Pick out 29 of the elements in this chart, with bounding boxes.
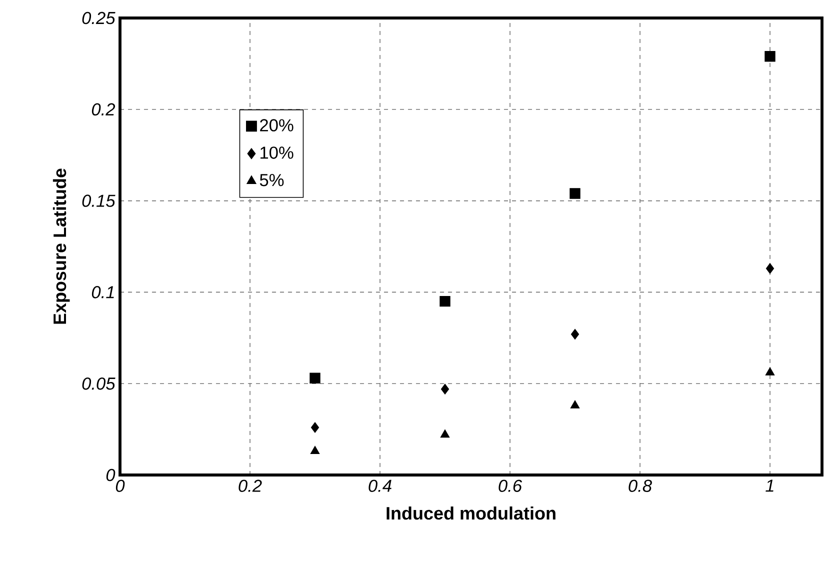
point — [570, 400, 580, 408]
y-tick-label: 0.2 — [92, 103, 116, 116]
x-tick-label: 1 — [766, 480, 774, 492]
point — [765, 367, 775, 376]
point — [766, 263, 774, 274]
x-axis-title: Induced modulation — [386, 506, 556, 520]
point — [570, 328, 580, 340]
point — [440, 429, 450, 438]
y-tick-label: 0.25 — [82, 12, 116, 24]
legend-label: 5% — [260, 174, 284, 186]
x-tick-label: 0.4 — [368, 480, 392, 492]
legend-label: 10% — [260, 146, 294, 159]
y-tick-label: 0.1 — [92, 286, 114, 298]
point — [570, 188, 580, 199]
point — [440, 296, 450, 307]
x-tick-label: 0 — [116, 480, 125, 492]
x-tick-label: 0.8 — [628, 480, 652, 492]
x-tick-label: 0.2 — [238, 480, 262, 492]
point — [310, 446, 320, 454]
legend-label: 20% — [260, 119, 294, 132]
point — [440, 384, 450, 394]
point — [310, 422, 320, 433]
x-tick-label: 0.6 — [498, 480, 522, 492]
y-tick-label: 0.05 — [82, 377, 116, 390]
point — [310, 372, 320, 384]
y-axis-title: Exposure Latitude — [52, 168, 70, 324]
y-tick-label: 0 — [106, 468, 116, 482]
point — [764, 51, 776, 62]
y-tick-label: 0.15 — [82, 194, 116, 207]
